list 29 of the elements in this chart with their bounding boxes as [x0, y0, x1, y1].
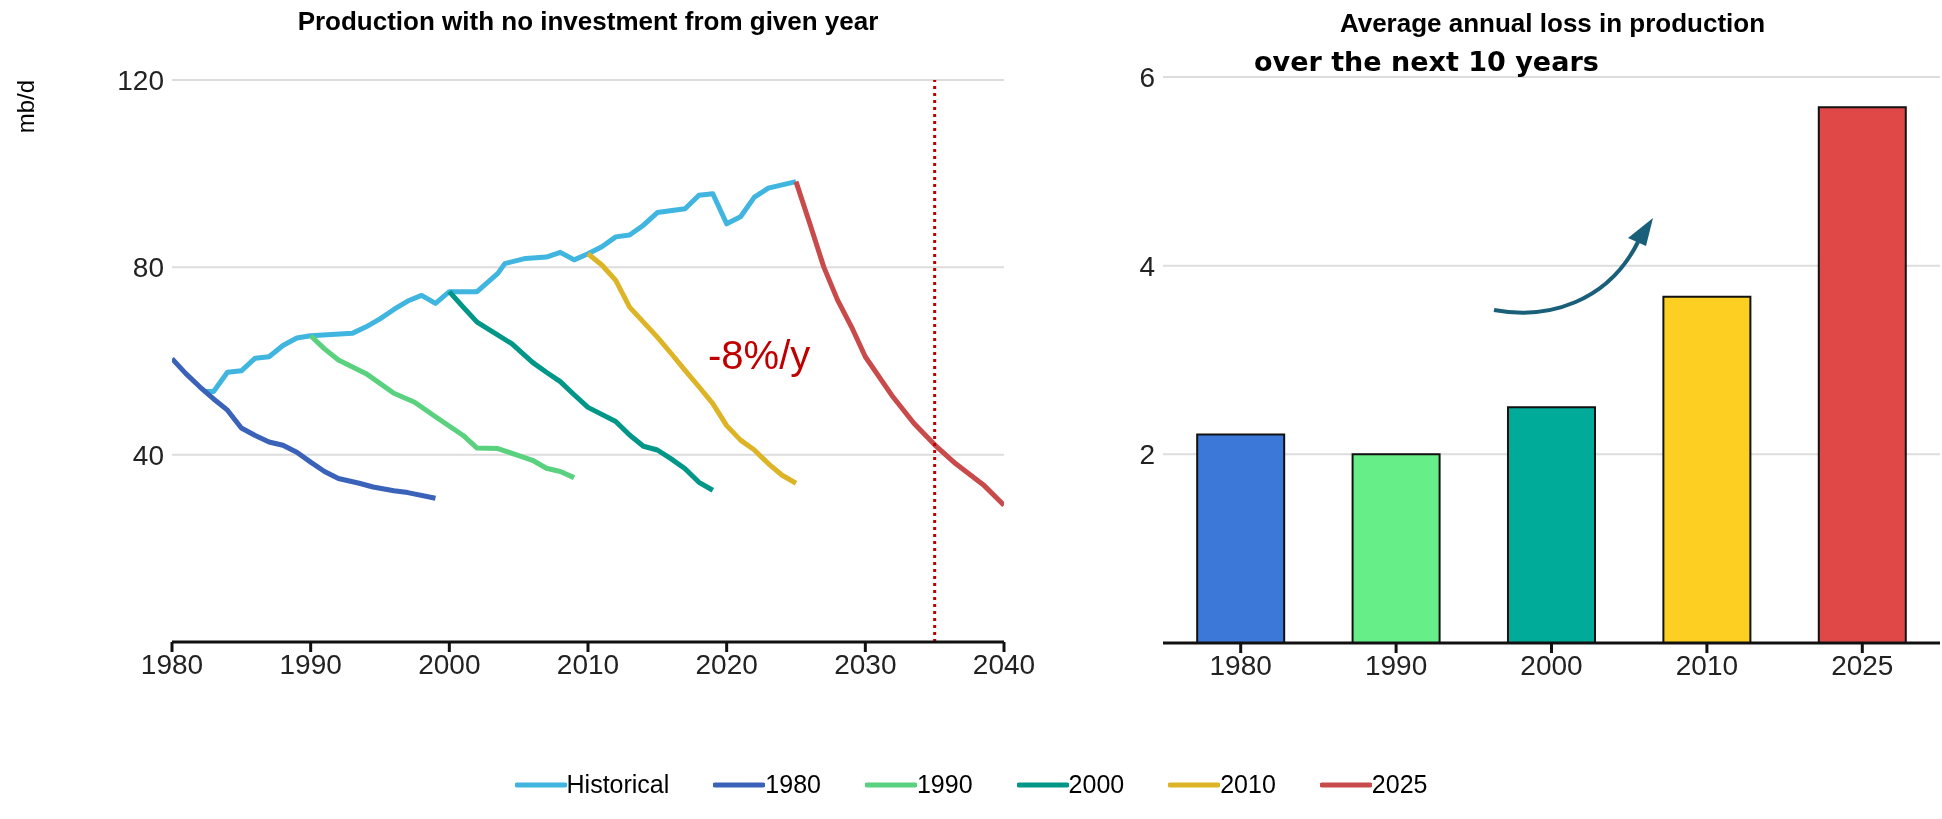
x-tick-label: 2000 — [1520, 649, 1583, 681]
x-tick-label: 2030 — [834, 648, 897, 680]
y-tick-label: 2 — [1139, 439, 1155, 471]
x-tick-label: 1990 — [279, 648, 342, 680]
x-tick-label: 2025 — [1831, 649, 1894, 681]
legend-label: 1980 — [765, 770, 821, 799]
annotation: -8%/y — [708, 333, 811, 378]
x-tick-label: 1980 — [140, 648, 204, 680]
chart-subtitle: over the next 10 years — [1254, 46, 1599, 77]
y-tick-label: 40 — [132, 439, 164, 471]
x-tick-label: 2000 — [418, 648, 481, 680]
chart-title: Average annual loss in production — [1338, 8, 1767, 39]
legend-label: 2000 — [1068, 770, 1125, 799]
y-tick-label: 80 — [132, 252, 164, 284]
y-tick-label: 4 — [1139, 250, 1155, 282]
y-tick-label: 120 — [117, 64, 164, 96]
legend-label: 2025 — [1371, 770, 1428, 799]
x-tick-label: 2040 — [972, 648, 1036, 680]
legend-label: Historical — [566, 770, 670, 799]
x-tick-label: 1980 — [1209, 649, 1272, 681]
chart-title: Production with no investment from given year — [296, 6, 880, 37]
x-tick-label: 2010 — [556, 648, 620, 680]
x-tick-label: 2020 — [695, 648, 758, 680]
y-tick-label: 6 — [1139, 61, 1155, 93]
x-tick-label: 1990 — [1364, 649, 1428, 681]
legend-label: 2010 — [1220, 770, 1276, 799]
legend-label: 1990 — [916, 770, 973, 799]
y-axis-title: mb/d — [12, 80, 40, 134]
x-tick-label: 2010 — [1675, 649, 1739, 681]
